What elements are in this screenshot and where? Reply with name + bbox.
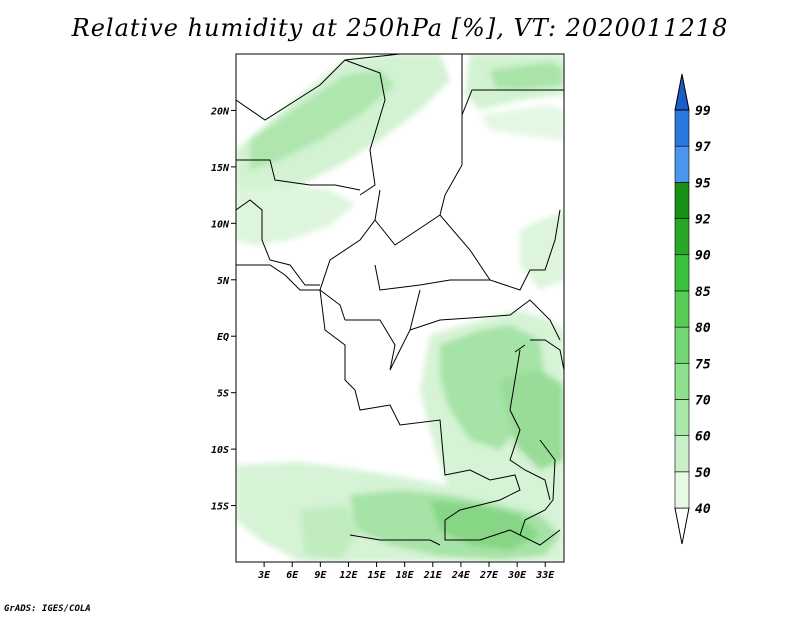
colorbar-box	[674, 254, 690, 292]
lon-tick-label: 18E	[396, 570, 415, 581]
colorbar-upper-triangle	[674, 73, 690, 111]
lat-tick-label: EQ	[217, 332, 229, 343]
longitude-axis: 3E 6E 9E 12E 15E 18E 21E 24E 27E 30E 33E	[257, 562, 555, 581]
colorbar-box	[674, 145, 690, 183]
colorbar-label: 85	[695, 285, 711, 300]
colorbar-box	[674, 109, 690, 147]
lat-tick-label: 20N	[210, 106, 230, 117]
colorbar-lower-triangle	[674, 507, 690, 545]
colorbar: 40 50 60 70 75 80 85 90 92 95 97 99	[674, 73, 711, 545]
lon-tick-label: 9E	[314, 570, 327, 581]
lon-tick-label: 33E	[535, 570, 555, 581]
lon-tick-label: 21E	[423, 570, 443, 581]
colorbar-label: 97	[695, 140, 711, 155]
colorbar-label: 70	[695, 393, 711, 408]
lat-tick-label: 15S	[211, 502, 229, 513]
lat-tick-label: 5N	[217, 276, 230, 287]
colorbar-box	[674, 290, 690, 328]
colorbar-box	[674, 399, 690, 436]
colorbar-label: 50	[695, 466, 711, 481]
lon-tick-label: 27E	[479, 570, 499, 581]
lat-tick-label: 5S	[217, 389, 229, 400]
lon-tick-label: 6E	[286, 570, 299, 581]
lat-tick-label: 10N	[211, 219, 230, 230]
colorbar-box	[674, 218, 690, 256]
lon-tick-label: 3E	[257, 570, 271, 581]
colorbar-label: 75	[695, 357, 711, 372]
colorbar-box	[674, 435, 690, 473]
grads-credit: GrADS: IGES/COLA	[4, 604, 91, 614]
lon-tick-label: 30E	[507, 570, 527, 581]
colorbar-label: 40	[695, 502, 711, 517]
latitude-axis: 20N 15N 10N 5N EQ 5S 10S 15S	[210, 106, 236, 513]
country-borders	[236, 54, 564, 546]
lon-tick-label: 12E	[339, 570, 358, 581]
colorbar-box	[674, 182, 690, 219]
colorbar-label: 99	[695, 104, 711, 119]
colorbar-label: 80	[695, 321, 711, 336]
colorbar-box	[674, 326, 690, 364]
lon-tick-label: 15E	[368, 570, 387, 581]
colorbar-label: 92	[695, 213, 711, 228]
colorbar-label: 90	[695, 249, 711, 264]
lat-tick-label: 10S	[211, 445, 229, 456]
lat-tick-label: 15N	[211, 163, 230, 174]
colorbar-label: 95	[695, 176, 711, 191]
colorbar-label: 60	[695, 430, 711, 445]
humidity-field	[236, 54, 564, 562]
map-frame	[235, 53, 565, 563]
lon-tick-label: 24E	[451, 570, 471, 581]
colorbar-box	[674, 362, 690, 400]
chart-title: Relative humidity at 250hPa [%], VT: 202…	[71, 14, 729, 42]
colorbar-box	[674, 471, 690, 509]
